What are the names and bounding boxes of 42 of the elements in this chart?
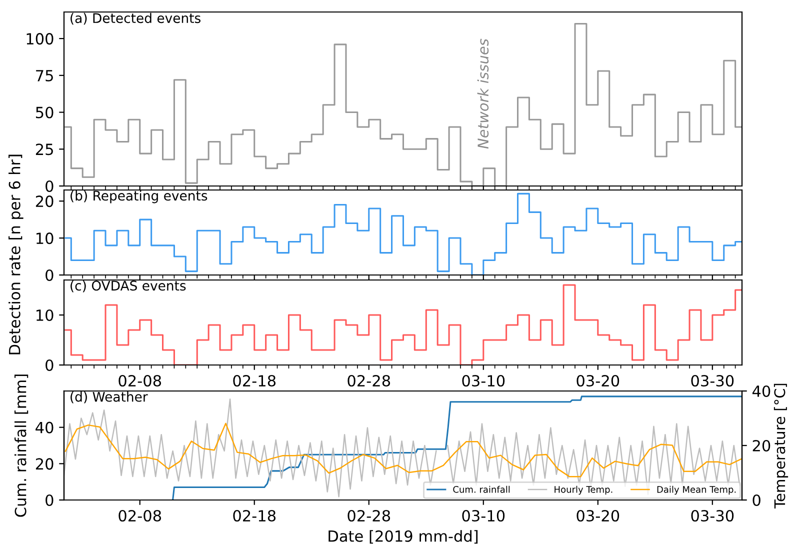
y2-tick-label: 20 [752, 440, 770, 452]
chart-title: (d) Weather [70, 392, 148, 404]
y-axis-title: Detection rate [n per 6 hr] [8, 154, 24, 354]
x-tick-label: 03-30 [691, 510, 734, 522]
x-tick-label: 03-20 [576, 374, 620, 387]
chart-title: (a) Detected events [70, 12, 200, 25]
x-tick-label: 02-28 [348, 374, 390, 387]
y-tick-label: 20 [36, 458, 54, 470]
y-tick-label: 10 [36, 232, 54, 244]
x-tick-label: 02-28 [348, 510, 390, 522]
x-tick-label: 02-08 [118, 374, 162, 387]
y-tick-label: 0 [46, 180, 54, 192]
x-tick-label: 03-30 [691, 374, 734, 387]
y-tick-label: 10 [36, 309, 54, 322]
y-tick-label: 0 [46, 269, 54, 282]
y2-axis-title: Temperature [°C] [774, 384, 788, 508]
y-tick-label: 100 [26, 33, 54, 45]
legend-label: Cum. rainfall [453, 486, 510, 493]
chart-title: (b) Repeating events [70, 190, 208, 204]
x-tick-label: 03-10 [462, 510, 505, 522]
x-tick-label: 03-20 [576, 510, 620, 522]
chart-title: (c) OVDAS events [70, 280, 186, 292]
y2-tick-label: 0 [752, 494, 760, 506]
y-tick-label: 20 [36, 196, 54, 208]
y2-tick-label: 40 [752, 385, 770, 398]
y-tick-label: 0 [46, 494, 54, 506]
x-tick-label: 02-18 [233, 510, 276, 522]
y-tick-label: 75 [36, 70, 53, 82]
y-tick-label: 50 [36, 106, 54, 118]
x-axis-title: Date [2019 mm-dd] [328, 530, 478, 544]
line-series [172, 396, 742, 500]
x-tick-label: 03-10 [462, 374, 505, 387]
x-tick-label: 02-08 [118, 510, 162, 522]
y-tick-label: 0 [46, 359, 54, 372]
annotation: Network issues [477, 38, 489, 149]
y-tick-label: 25 [36, 144, 53, 156]
y-tick-label: 40 [36, 422, 54, 434]
line-series [64, 422, 742, 478]
x-tick-label: 02-18 [233, 374, 276, 387]
legend-label: Daily Mean Temp. [657, 486, 736, 495]
legend-label: Hourly Temp. [554, 486, 612, 495]
y-axis-title: Cum. rainfall [mm] [14, 374, 28, 517]
